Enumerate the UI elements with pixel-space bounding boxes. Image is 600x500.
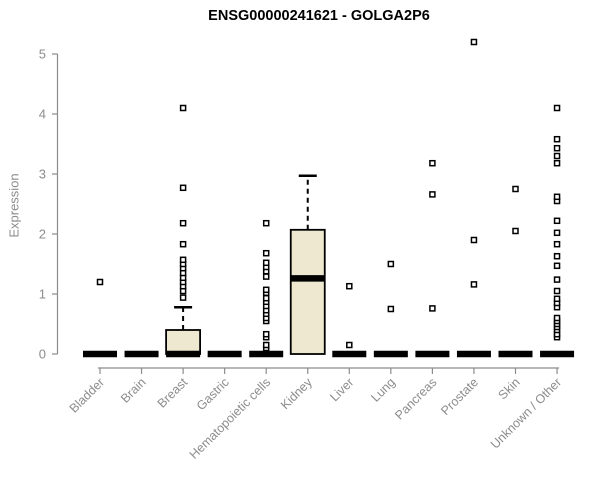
outlier-point (512, 185, 519, 193)
y-tick-label: 4 (39, 107, 46, 122)
x-category-label: Breast (155, 375, 191, 411)
outlier-point (262, 286, 270, 294)
outlier-point (96, 278, 104, 286)
x-category-label: Gastric (194, 375, 232, 413)
outlier-point (553, 152, 561, 160)
outlier-point (553, 295, 561, 303)
outlier-point (387, 305, 395, 313)
outlier-point (553, 159, 561, 167)
outlier-point (512, 227, 519, 235)
outlier-point (553, 314, 561, 322)
outlier-point (553, 104, 561, 112)
outlier-point (553, 252, 561, 260)
box (289, 228, 326, 355)
outlier-point (553, 240, 561, 248)
outlier-point (553, 135, 561, 143)
outlier-point (470, 38, 478, 46)
y-tick-label: 5 (39, 47, 46, 62)
y-tick-label: 0 (39, 347, 46, 362)
outlier-point (553, 229, 561, 237)
x-category-label: Lung (368, 375, 398, 405)
x-category-label: Brain (118, 375, 149, 406)
outlier-point (179, 240, 187, 248)
y-tick-label: 1 (39, 287, 46, 302)
x-category-label: Hematopoietic cells (187, 375, 274, 462)
outlier-point (179, 294, 187, 301)
y-axis-title: Expression (6, 173, 22, 238)
y-tick-label: 2 (39, 227, 46, 242)
outlier-point (429, 191, 436, 198)
y-tick-label: 3 (39, 167, 46, 182)
outlier-point (553, 276, 561, 283)
outlier-point (387, 260, 395, 268)
outlier-point (346, 341, 353, 349)
outlier-point (429, 305, 436, 312)
outlier-point (553, 193, 561, 201)
outlier-point (179, 104, 187, 112)
outlier-point (179, 184, 187, 192)
outlier-point (262, 330, 270, 338)
box (165, 329, 202, 355)
x-category-label: Kidney (278, 375, 315, 412)
outlier-point (179, 256, 187, 264)
outlier-point (553, 217, 561, 225)
outlier-point (470, 281, 478, 288)
outlier-point (179, 219, 187, 227)
x-category-label: Liver (327, 375, 356, 404)
outlier-point (262, 341, 270, 349)
x-category-label: Unknown / Other (488, 375, 564, 451)
outlier-point (262, 273, 270, 280)
outlier-point (346, 282, 353, 290)
outlier-point (553, 262, 561, 270)
outlier-point (262, 249, 270, 257)
outlier-point (262, 259, 270, 267)
outlier-point (429, 159, 436, 167)
outlier-point (470, 236, 478, 244)
x-category-label: Skin (496, 375, 523, 402)
outlier-point (262, 219, 270, 227)
x-category-label: Bladder (67, 375, 107, 415)
outlier-point (262, 294, 270, 302)
x-category-label: Pancreas (392, 375, 439, 422)
outlier-point (553, 287, 561, 295)
outlier-point (553, 144, 561, 152)
x-category-label: Prostate (438, 375, 481, 418)
chart-title: ENSG00000241621 - GOLGA2P6 (208, 8, 430, 24)
